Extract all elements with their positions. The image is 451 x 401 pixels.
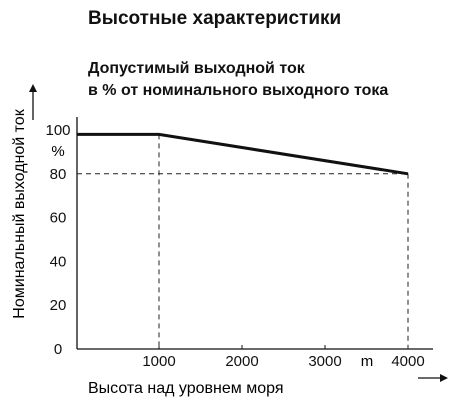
y-unit-label: % xyxy=(51,143,64,160)
x-tick-label: 2000 xyxy=(225,353,258,370)
reference-lines xyxy=(77,134,409,349)
y-axis-label: Номинальный выходной ток xyxy=(11,108,28,318)
series-lines xyxy=(76,132,409,176)
y-arrow-head xyxy=(29,84,37,92)
tick-labels: 0 20 40 60 80 100 1000 2000 3000 4000 xyxy=(45,122,424,370)
x-axis-label: Высота над уровнем моря xyxy=(88,380,283,397)
y-tick-label: 0 xyxy=(54,341,62,358)
y-tick-label: 80 xyxy=(50,166,67,183)
y-tick-label: 20 xyxy=(50,297,67,314)
axes xyxy=(29,84,448,382)
y-tick-label: 40 xyxy=(50,253,67,270)
y-tick-label: 60 xyxy=(50,210,67,227)
x-tick-label: 1000 xyxy=(142,353,175,370)
page-heading: Высотные характеристики xyxy=(88,8,342,29)
x-arrow-head xyxy=(440,374,448,382)
chart-subtitle: в % от номинального выходного тока xyxy=(88,82,389,99)
y-tick-label: 100 xyxy=(45,122,70,139)
x-tick-label: 4000 xyxy=(391,353,424,370)
x-unit-label: m xyxy=(361,353,374,370)
series-line xyxy=(77,132,409,176)
chart-title: Допустимый выходной ток xyxy=(88,60,305,77)
x-tick-label: 3000 xyxy=(308,353,341,370)
